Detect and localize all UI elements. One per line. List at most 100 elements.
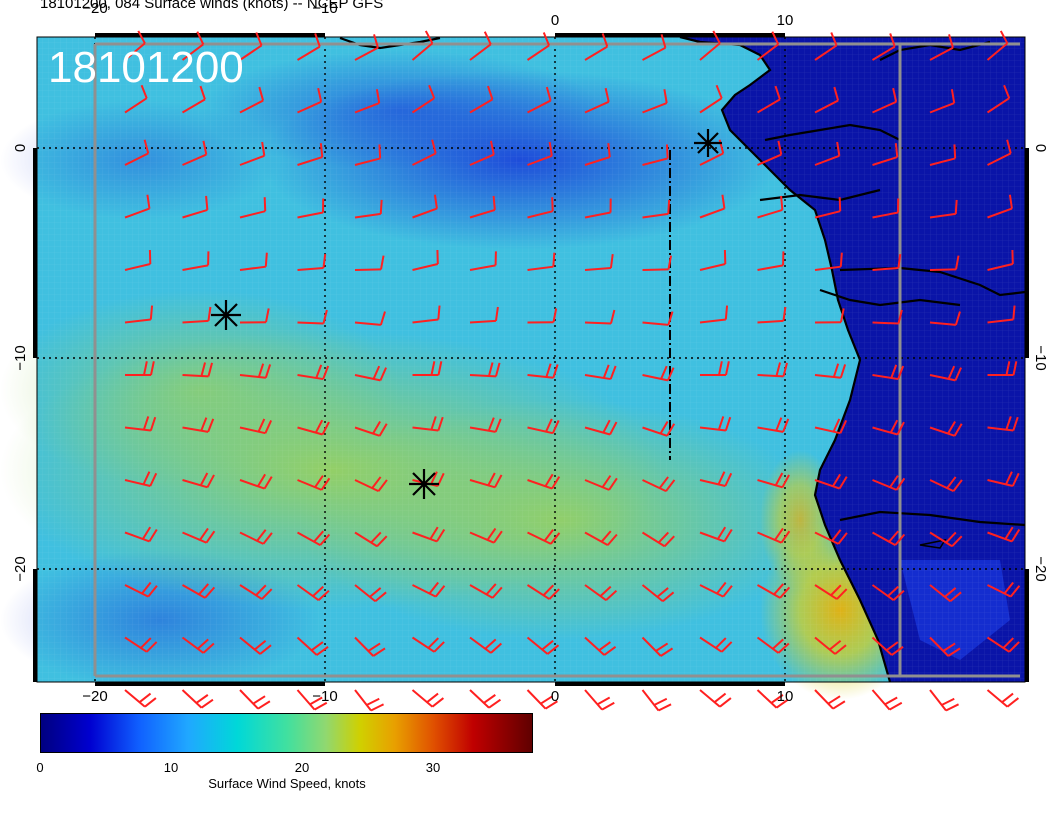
wind-barb: [239, 636, 272, 655]
wind-barb: [699, 194, 726, 219]
wind-barb: [584, 530, 618, 546]
wind-barb: [469, 85, 494, 114]
wind-barb: [354, 255, 385, 271]
wind-barb: [584, 254, 614, 271]
wind-barb: [124, 416, 157, 432]
wind-barb: [297, 419, 330, 436]
wind-barb: [124, 526, 158, 543]
wind-barb: [699, 249, 727, 271]
wind-barb: [354, 144, 382, 166]
wind-barb: [412, 581, 446, 598]
wind-barb: [411, 84, 436, 114]
wind-barb: [929, 365, 962, 382]
wind-barb: [239, 308, 270, 324]
wind-barb: [641, 531, 675, 548]
wind-barb: [469, 140, 495, 166]
graticule: [37, 37, 1025, 682]
wind-barb: [871, 33, 896, 61]
wind-barb: [872, 87, 898, 114]
wind-barb: [699, 636, 733, 653]
wind-barb: [814, 363, 847, 379]
wind-barb: [929, 476, 963, 493]
wind-barb: [929, 421, 963, 437]
wind-barb: [527, 418, 560, 435]
wind-barb: [987, 249, 1014, 271]
wind-barb: [469, 417, 502, 433]
wind-barb: [526, 689, 558, 710]
wind-barb: [182, 417, 215, 433]
wind-barb: [814, 32, 838, 61]
wind-barb: [757, 472, 790, 489]
wind-barb: [239, 473, 273, 490]
wind-barb: [354, 34, 379, 61]
lat-labels-left: 0 −10 −20: [12, 144, 29, 582]
wind-barb: [700, 361, 730, 376]
wind-barb: [354, 636, 386, 657]
wind-barb: [642, 89, 668, 114]
wind-barb: [814, 308, 845, 324]
wind-barb: [986, 689, 1020, 708]
lon-label-bottom: −10: [312, 688, 337, 705]
wind-barb: [814, 141, 841, 166]
wind-barb: [641, 636, 674, 657]
wind-barb: [929, 584, 962, 603]
colorbar-title: Surface Wind Speed, knots: [208, 776, 366, 791]
wind-barb: [527, 197, 554, 219]
wind-barb: [987, 361, 1018, 376]
wind-barb: [469, 195, 496, 219]
wind-barb: [124, 249, 152, 271]
wind-barb: [239, 689, 271, 710]
wind-barb: [986, 636, 1020, 653]
wind-barb: [354, 421, 388, 437]
wind-barb: [929, 689, 960, 712]
wind-barb: [181, 85, 206, 114]
wind-barb: [124, 305, 154, 324]
wind-barb: [182, 195, 209, 219]
wind-barb: [124, 636, 158, 653]
wind-barbs: [124, 30, 1021, 712]
lon-label-bottom: 10: [777, 688, 794, 705]
wind-barb: [757, 527, 791, 544]
domain-box: [93, 42, 1020, 678]
wind-barb: [354, 531, 388, 548]
lon-label-top: −20: [82, 0, 107, 17]
wind-barb: [181, 636, 215, 654]
wind-barb: [297, 143, 324, 166]
lon-label-top: 10: [777, 12, 794, 29]
wind-barb: [872, 530, 906, 546]
wind-barb: [469, 306, 499, 324]
wind-barb: [297, 254, 327, 271]
wind-barb: [756, 636, 790, 654]
wind-barb: [354, 584, 387, 603]
map-frame: [33, 33, 1029, 686]
wind-barb: [872, 475, 906, 491]
wind-barb: [412, 305, 441, 324]
wind-barb: [412, 526, 446, 543]
wind-barb: [584, 689, 615, 711]
lon-label-top: −10: [312, 0, 337, 17]
wind-barb: [182, 251, 210, 271]
wind-barb: [642, 421, 676, 437]
wind-barb: [642, 476, 676, 493]
colorbar-tick-label: 20: [294, 760, 310, 775]
wind-barb: [125, 361, 155, 376]
wind-barb: [181, 31, 205, 61]
wind-barb: [986, 30, 1009, 61]
lat-label-left: −10: [12, 345, 29, 370]
wind-barb: [526, 636, 560, 655]
wind-speed-field: [0, 37, 1025, 700]
wind-barb: [239, 584, 273, 600]
wind-barb: [469, 583, 503, 599]
wind-barb: [297, 475, 331, 491]
lat-labels-right: 0 −10 −20: [1032, 144, 1049, 582]
wind-barb: [469, 31, 492, 61]
wind-barb: [699, 416, 732, 432]
wind-barb: [929, 636, 961, 657]
wind-barb: [929, 255, 960, 271]
wind-barb: [584, 636, 617, 656]
wind-barb: [987, 416, 1019, 432]
wind-barb: [814, 584, 848, 600]
wind-barb: [296, 33, 321, 61]
lon-labels-bottom: −20 −10 0 10: [82, 688, 793, 705]
wind-barb: [527, 252, 556, 271]
